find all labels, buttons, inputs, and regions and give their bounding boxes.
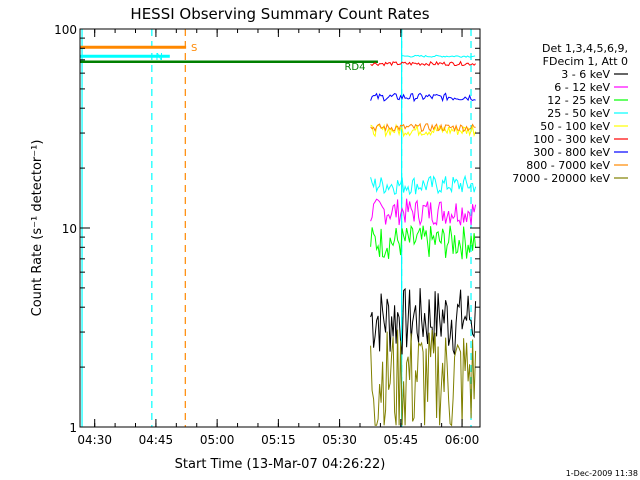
x-tick-label: 04:30 [77, 433, 112, 447]
x-tick-label: 05:00 [200, 433, 235, 447]
flag-label: RD4 [344, 62, 365, 73]
series-line-25-50-kev [370, 174, 477, 196]
x-tick-label: 06:00 [445, 433, 480, 447]
x-tick-label: 05:30 [322, 433, 357, 447]
series-line-3-6-kev [370, 287, 477, 355]
chart-title: HESSI Observing Summary Count Rates [130, 5, 429, 23]
legend-entry-label: 3 - 6 keV [561, 68, 610, 81]
y-axis: 1 10 100 [54, 23, 480, 435]
series-line-300-800-kev [370, 92, 476, 103]
legend-entry-label: 800 - 7000 keV [526, 159, 610, 172]
legend-entry-label: 7000 - 20000 keV [512, 172, 610, 185]
flag-label: S [191, 43, 197, 54]
footer-date: 1-Dec-2009 11:38 [566, 469, 638, 478]
legend-header: FDecim 1, Att 0 [543, 55, 628, 68]
series-line-7000-20000-kev [370, 329, 477, 427]
legend-entry-label: 50 - 100 keV [540, 120, 610, 133]
legend-entry-label: 25 - 50 keV [547, 107, 610, 120]
series-line-12-25-kev [370, 224, 477, 260]
legend-entry-label: 300 - 800 keV [533, 146, 610, 159]
legend-entry-label: 12 - 25 keV [547, 94, 610, 107]
series-line-6-12-kev [370, 198, 477, 227]
y-tick-label: 10 [62, 222, 77, 236]
plot-area: S N RD4 [80, 29, 477, 427]
x-tick-label: 05:45 [384, 433, 419, 447]
x-axis-label: Start Time (13-Mar-07 04:26:22) [175, 457, 386, 472]
y-tick-label: 100 [54, 23, 77, 37]
series-line-25-50-kev [401, 54, 476, 58]
legend-entry-label: 100 - 300 keV [533, 133, 610, 146]
series-line-50-100-kev [370, 123, 477, 138]
series-line-100-300-kev [370, 60, 476, 67]
y-tick-label: 1 [69, 421, 77, 435]
x-tick-label: 04:45 [139, 433, 174, 447]
x-tick-label: 05:15 [261, 433, 296, 447]
legend: Det 1,3,4,5,6,9,FDecim 1, Att 03 - 6 keV… [512, 42, 628, 185]
y-axis-label: Count Rate (s⁻¹ detector⁻¹) [30, 140, 45, 317]
legend-header: Det 1,3,4,5,6,9, [542, 42, 628, 55]
legend-entry-label: 6 - 12 keV [554, 81, 610, 94]
flag-label: N [156, 52, 163, 63]
series-line-800-7000-kev [370, 122, 476, 133]
x-axis: 04:30 04:45 05:00 05:15 05:30 05:45 06:00 [77, 29, 479, 447]
